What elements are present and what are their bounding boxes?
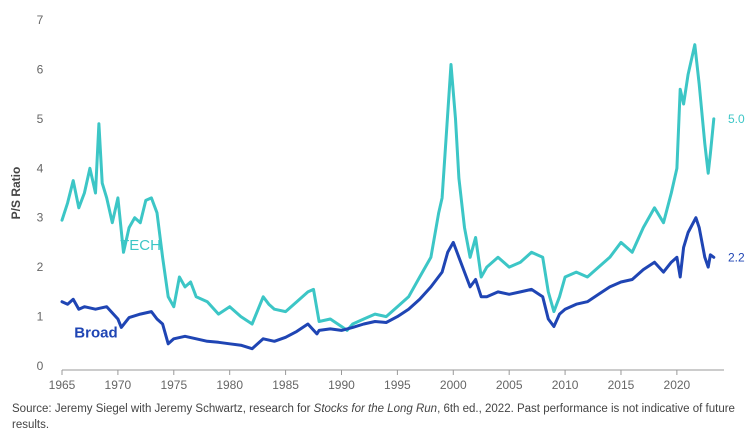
series-label-tech: TECH xyxy=(120,237,161,254)
end-value-broad: 2.2 xyxy=(728,250,745,264)
ps-ratio-chart: 1965 1970 1975 1980 1985 1990 1995 2000 2005 2010… xyxy=(9,13,745,392)
x-tick-label: 2010 xyxy=(552,378,579,392)
series-label-broad: Broad xyxy=(74,324,117,341)
series-line-tech xyxy=(60,43,716,332)
x-tick-label: 1965 xyxy=(49,378,76,392)
end-value-tech: 5.0 xyxy=(728,112,745,126)
y-tick-label: 4 xyxy=(37,161,44,175)
x-tick-label: 1985 xyxy=(272,378,299,392)
chart-axes: 1965 1970 1975 1980 1985 1990 1995 2000 2005 2010… xyxy=(9,13,724,392)
x-tick-label: 1990 xyxy=(328,378,355,392)
x-tick-label: 2005 xyxy=(496,378,523,392)
chart-series xyxy=(60,43,716,351)
source-suffix: , 6th ed., 2022. Past performance is not… xyxy=(12,403,735,431)
y-tick-label: 2 xyxy=(37,260,44,274)
book-title: Stocks for the Long Run xyxy=(313,403,438,415)
source-footnote: Source: Jeremy Siegel with Jeremy Schwar… xyxy=(12,401,737,433)
x-tick-label: 2000 xyxy=(440,378,467,392)
source-prefix: Source: Jeremy Siegel with Jeremy Schwar… xyxy=(12,403,314,415)
x-tick-label: 1980 xyxy=(216,378,243,392)
y-tick-label: 1 xyxy=(37,310,44,324)
chart-labels: 5.0 2.2 TECH Broad xyxy=(74,112,745,341)
y-tick-label: 5 xyxy=(37,112,44,126)
y-tick-label: 7 xyxy=(37,13,44,27)
y-tick-label: 3 xyxy=(37,211,44,225)
series-line-broad xyxy=(60,216,716,351)
x-tick-label: 1995 xyxy=(384,378,411,392)
x-tick-label: 2015 xyxy=(608,378,635,392)
x-tick-label: 1975 xyxy=(160,378,187,392)
x-tick-label: 1970 xyxy=(105,378,132,392)
y-axis-label: P/S Ratio xyxy=(9,167,23,220)
x-tick-label: 2020 xyxy=(664,378,691,392)
y-tick-label: 6 xyxy=(37,62,44,76)
y-tick-label: 0 xyxy=(37,359,44,373)
